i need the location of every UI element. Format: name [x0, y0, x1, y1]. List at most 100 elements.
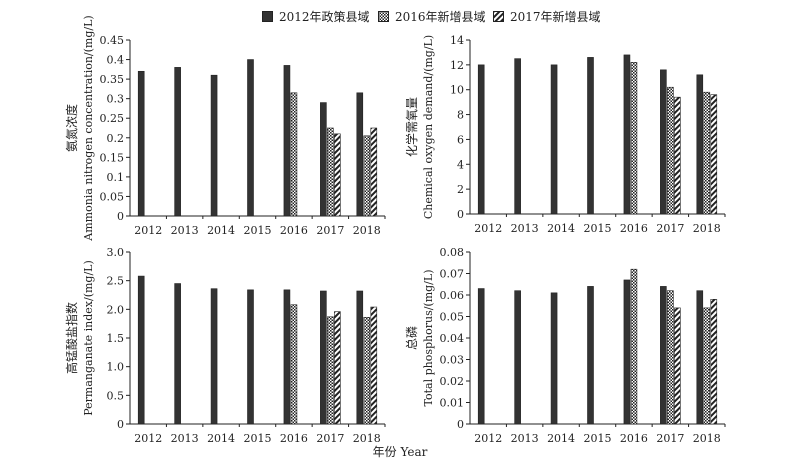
x-tick-label: 2016: [280, 224, 308, 237]
bar: [674, 307, 681, 425]
y-tick-label: 0.1: [107, 171, 125, 184]
bar: [363, 135, 371, 217]
bar: [630, 268, 638, 425]
bar: [623, 279, 631, 425]
bar: [667, 290, 674, 425]
y-tick-label: 2.5: [107, 275, 125, 288]
y-tick-label: 0.05: [440, 311, 465, 324]
y-axis-label-en: Permanganate index/(mg/L): [82, 260, 95, 416]
y-tick-label: 0.5: [107, 389, 125, 402]
chart-panel: 0 0.05 0.1 0.15 0.2 0.25 0.3 0.35 0.4 0.45 2012 201…: [64, 15, 386, 242]
legend: 2012年政策县域 2016年新增县域 2017年新增县域: [0, 6, 800, 28]
y-tick-label: 0.04: [440, 332, 465, 345]
y-tick-label: 0.03: [440, 354, 465, 367]
bar: [283, 289, 291, 425]
y-tick-label: 0: [117, 418, 124, 431]
y-tick-label: 0.01: [440, 397, 465, 410]
bar: [327, 316, 334, 425]
bar: [710, 298, 718, 425]
bar: [247, 289, 254, 425]
x-tick-label: 2018: [693, 222, 721, 235]
bar: [334, 311, 341, 425]
bar: [587, 286, 594, 425]
legend-swatch: [493, 10, 504, 22]
legend-item: 2016年新增县域: [378, 8, 486, 24]
y-tick-label: 4: [457, 158, 464, 171]
y-tick-label: 0: [117, 210, 124, 223]
y-axis-label-cn: 高锰酸盐指数: [64, 302, 79, 374]
bar: [356, 92, 364, 217]
y-tick-label: 0.35: [100, 73, 125, 86]
y-axis-label-en: Chemical oxygen demand/(mg/L): [422, 35, 435, 219]
bar: [210, 288, 218, 425]
legend-item: 2012年政策县域: [262, 8, 370, 24]
y-tick-label: 1.5: [107, 332, 125, 345]
bar: [710, 94, 718, 215]
x-tick-label: 2012: [474, 222, 502, 235]
y-axis-label-cn: 氨氮浓度: [64, 104, 79, 152]
y-axis-label-cn: 化学需氧量: [404, 97, 419, 157]
chart-panel: 0 2 4 6 8 10 12 14 2012 2013 2014 2015 2016 2017 2018 化…: [404, 34, 726, 235]
bar: [290, 92, 298, 217]
bar: [477, 288, 485, 425]
x-tick-label: 2012: [134, 432, 162, 445]
bar: [327, 127, 334, 217]
bar: [320, 102, 327, 217]
x-tick-label: 2015: [244, 224, 272, 237]
x-tick-label: 2013: [171, 432, 199, 445]
bar: [630, 62, 638, 215]
x-tick-label: 2017: [316, 224, 344, 237]
bar: [334, 133, 341, 217]
y-tick-label: 8: [457, 109, 464, 122]
x-tick-label: 2016: [280, 432, 308, 445]
y-tick-label: 0.3: [107, 93, 125, 106]
x-tick-label: 2015: [584, 222, 612, 235]
x-tick-label: 2016: [620, 222, 648, 235]
bar: [320, 290, 327, 425]
bar: [137, 275, 145, 425]
y-tick-label: 14: [450, 34, 464, 47]
x-tick-label: 2012: [134, 224, 162, 237]
y-tick-label: 0.25: [100, 112, 125, 125]
x-tick-label: 2018: [353, 432, 381, 445]
x-tick-label: 2014: [547, 432, 575, 445]
y-tick-label: 0.45: [100, 34, 125, 47]
chart-panel: 0 0.5 1.0 1.5 2.0 2.5 3.0 2012 2013 2014 2015 2016 2…: [64, 246, 386, 445]
bar: [703, 307, 711, 425]
y-tick-label: 0.15: [100, 151, 125, 164]
bar: [703, 91, 711, 215]
x-tick-label: 2015: [584, 432, 612, 445]
y-tick-label: 6: [457, 133, 464, 146]
bar: [370, 127, 378, 217]
bar: [210, 74, 218, 217]
x-tick-label: 2014: [207, 432, 235, 445]
x-tick-label: 2014: [547, 222, 575, 235]
bar: [174, 67, 181, 217]
x-tick-label: 2013: [511, 222, 539, 235]
bar: [356, 290, 364, 425]
x-tick-label: 2017: [656, 432, 684, 445]
y-axis-label-en: Ammonia nitrogen concentration/(mg/L): [82, 15, 95, 241]
bar: [623, 54, 631, 215]
x-tick-label: 2013: [171, 224, 199, 237]
bar: [477, 64, 485, 215]
y-tick-label: 12: [450, 59, 464, 72]
y-axis-label-cn: 总磷: [404, 326, 419, 350]
bar: [550, 292, 558, 425]
bar: [370, 306, 378, 425]
legend-item: 2017年新增县域: [493, 8, 601, 24]
y-tick-label: 1.0: [107, 361, 125, 374]
x-tick-label: 2015: [244, 432, 272, 445]
x-tick-label: 2012: [474, 432, 502, 445]
x-tick-label: 2013: [511, 432, 539, 445]
y-axis-label-en: Total phosphorus/(mg/L): [422, 269, 435, 406]
bar: [514, 58, 521, 215]
chart-panel: 0 0.01 0.02 0.03 0.04 0.05 0.06 0.07 0.08 2012 201…: [404, 246, 726, 445]
y-tick-label: 0.08: [440, 246, 465, 259]
legend-label: 2016年新增县域: [395, 9, 486, 24]
x-tick-label: 2016: [620, 432, 648, 445]
y-tick-label: 0.2: [107, 132, 125, 145]
y-tick-label: 2.0: [107, 303, 125, 316]
bar: [363, 317, 371, 425]
